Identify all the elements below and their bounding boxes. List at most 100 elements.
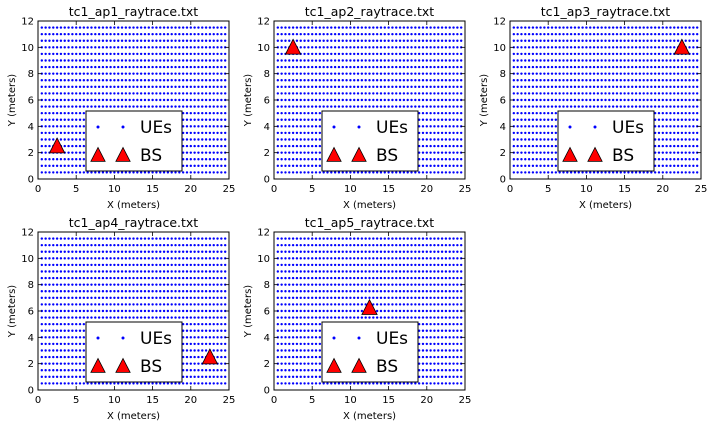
ue-point bbox=[223, 144, 227, 148]
ue-point bbox=[547, 46, 550, 49]
ue-point bbox=[75, 111, 78, 115]
ue-point bbox=[314, 355, 318, 359]
ue-point bbox=[185, 151, 189, 154]
ue-point bbox=[90, 32, 93, 36]
ue-point bbox=[288, 32, 291, 36]
ue-point bbox=[665, 164, 668, 168]
ue-point bbox=[193, 79, 196, 82]
ue-point bbox=[208, 342, 212, 346]
ue-point bbox=[201, 151, 204, 154]
ue-point bbox=[547, 52, 550, 56]
ue-point bbox=[48, 362, 51, 365]
ue-point bbox=[193, 125, 196, 128]
ue-point bbox=[97, 105, 101, 108]
ue-point bbox=[71, 362, 74, 365]
ue-point bbox=[307, 46, 310, 49]
ue-point bbox=[314, 131, 318, 135]
ue-point bbox=[113, 270, 116, 273]
ue-point bbox=[387, 46, 390, 49]
ue-point bbox=[421, 85, 425, 89]
ue-point bbox=[288, 243, 291, 247]
ue-point bbox=[360, 79, 364, 82]
ue-point bbox=[314, 283, 318, 286]
x-tick-label: 5 bbox=[73, 184, 79, 195]
ue-point bbox=[669, 79, 672, 82]
ue-point bbox=[181, 342, 185, 346]
ue-point bbox=[90, 290, 93, 293]
ue-point bbox=[425, 164, 428, 168]
ue-point bbox=[63, 276, 66, 280]
ue-point bbox=[554, 32, 558, 36]
ue-point bbox=[611, 26, 615, 29]
ue-point bbox=[86, 309, 89, 313]
ue-point bbox=[295, 125, 299, 128]
ue-point bbox=[181, 85, 185, 89]
ue-point bbox=[101, 296, 105, 300]
ue-point bbox=[291, 138, 295, 141]
ue-point bbox=[197, 92, 200, 95]
ue-point bbox=[280, 39, 283, 42]
ue-point bbox=[197, 349, 200, 352]
ue-point bbox=[535, 138, 538, 141]
ue-point bbox=[535, 131, 538, 135]
ue-point bbox=[143, 105, 147, 108]
ue-point bbox=[197, 309, 200, 313]
ue-point bbox=[299, 290, 302, 293]
ue-point bbox=[539, 111, 542, 115]
ue-point bbox=[204, 46, 208, 49]
ue-point bbox=[147, 32, 150, 36]
ue-point bbox=[193, 316, 196, 319]
ue-point bbox=[284, 296, 287, 300]
ue-point bbox=[82, 138, 86, 141]
ue-point bbox=[421, 151, 425, 154]
ue-point bbox=[421, 111, 425, 115]
ue-point bbox=[425, 105, 428, 108]
ue-point bbox=[75, 65, 78, 69]
ue-point bbox=[314, 65, 318, 69]
ue-point bbox=[132, 171, 135, 174]
ue-point bbox=[52, 158, 55, 161]
ue-point bbox=[402, 39, 406, 42]
ue-point bbox=[280, 131, 283, 135]
ue-point bbox=[398, 59, 402, 62]
ue-point bbox=[360, 52, 364, 56]
ue-point bbox=[356, 79, 360, 82]
ue-point bbox=[391, 59, 394, 62]
ue-point bbox=[280, 263, 283, 267]
ue-point bbox=[151, 316, 154, 319]
ue-point bbox=[372, 52, 375, 56]
ue-point bbox=[314, 322, 318, 326]
ue-point bbox=[604, 171, 607, 174]
ue-point bbox=[448, 131, 451, 135]
ue-point bbox=[71, 26, 74, 29]
ue-point bbox=[86, 72, 89, 75]
ue-point bbox=[558, 46, 561, 49]
ue-point bbox=[520, 59, 523, 62]
ue-point bbox=[558, 171, 561, 174]
ue-point bbox=[573, 52, 577, 56]
ue-point bbox=[688, 32, 691, 36]
ue-point bbox=[444, 32, 448, 36]
ue-point bbox=[220, 349, 223, 352]
ue-point bbox=[86, 257, 89, 260]
ue-point bbox=[676, 151, 680, 154]
ue-point bbox=[63, 329, 66, 332]
ue-point bbox=[212, 79, 215, 82]
ue-point bbox=[646, 46, 649, 49]
ue-point bbox=[75, 342, 78, 346]
ue-point bbox=[178, 382, 181, 385]
ue-point bbox=[520, 92, 523, 95]
ue-point bbox=[109, 382, 112, 385]
ue-point bbox=[159, 237, 162, 240]
ue-point bbox=[193, 32, 196, 36]
ue-point bbox=[318, 131, 322, 135]
ue-point bbox=[638, 39, 642, 42]
x-tick-label: 10 bbox=[580, 184, 593, 195]
ue-point bbox=[212, 263, 215, 267]
ue-point bbox=[105, 79, 108, 82]
ue-point bbox=[558, 65, 561, 69]
ue-point bbox=[368, 59, 371, 62]
ue-point bbox=[330, 46, 333, 49]
ue-point bbox=[48, 52, 51, 56]
